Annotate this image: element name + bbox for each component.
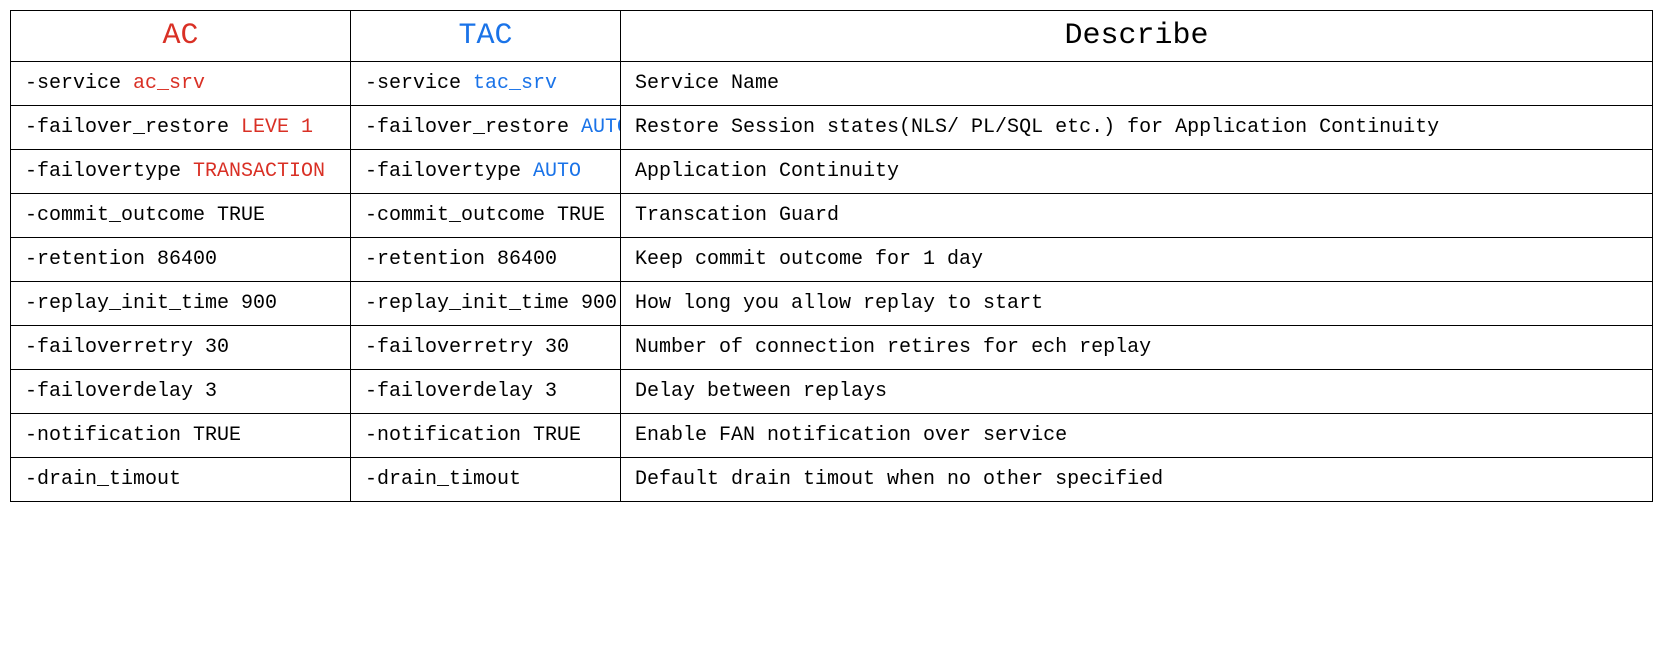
- cell-describe: Application Continuity: [621, 150, 1653, 194]
- header-row: AC TAC Describe: [11, 11, 1653, 62]
- cell-tac: -failover_restore AUTO: [351, 106, 621, 150]
- cell-tac: -failovertype AUTO: [351, 150, 621, 194]
- header-ac: AC: [11, 11, 351, 62]
- table-row: -failoverdelay 3 -failoverdelay 3 Delay be…: [11, 370, 1653, 414]
- param-flag: -drain_timout: [365, 468, 521, 491]
- param-flag: -failoverretry 30: [25, 336, 229, 359]
- cell-ac: -drain_timout: [11, 458, 351, 502]
- param-flag: -notification TRUE: [25, 424, 241, 447]
- cell-ac: -failoverdelay 3: [11, 370, 351, 414]
- param-flag: -replay_init_time 900: [365, 292, 617, 315]
- param-flag: -retention 86400: [365, 248, 557, 271]
- param-flag: -failoverdelay 3: [25, 380, 217, 403]
- cell-ac: -failovertype TRANSACTION: [11, 150, 351, 194]
- param-flag: -failover_restore: [25, 116, 241, 139]
- param-flag: -failovertype: [365, 160, 533, 183]
- table-row: -replay_init_time 900 -replay_init_time 9…: [11, 282, 1653, 326]
- cell-ac: -replay_init_time 900: [11, 282, 351, 326]
- param-flag: -drain_timout: [25, 468, 181, 491]
- table-header: AC TAC Describe: [11, 11, 1653, 62]
- cell-ac: -notification TRUE: [11, 414, 351, 458]
- header-describe: Describe: [621, 11, 1653, 62]
- table-row: -commit_outcome TRUE -commit_outcome TRUE…: [11, 194, 1653, 238]
- cell-describe: Delay between replays: [621, 370, 1653, 414]
- param-value: AUTO: [533, 160, 581, 183]
- param-value: ac_srv: [133, 72, 205, 95]
- param-flag: -failover_restore: [365, 116, 581, 139]
- cell-tac: -notification TRUE: [351, 414, 621, 458]
- table-row: -failovertype TRANSACTION-failovertype A…: [11, 150, 1653, 194]
- cell-describe: Number of connection retires for ech rep…: [621, 326, 1653, 370]
- param-value: LEVE 1: [241, 116, 313, 139]
- param-flag: -retention 86400: [25, 248, 217, 271]
- cell-tac: -failoverretry 30: [351, 326, 621, 370]
- cell-ac: -service ac_srv: [11, 62, 351, 106]
- param-flag: -failoverretry 30: [365, 336, 569, 359]
- param-value: AUTO: [581, 116, 620, 139]
- cell-tac: -drain_timout: [351, 458, 621, 502]
- param-flag: -failoverdelay 3: [365, 380, 557, 403]
- param-flag: -notification TRUE: [365, 424, 581, 447]
- cell-describe: How long you allow replay to start: [621, 282, 1653, 326]
- cell-tac: -commit_outcome TRUE: [351, 194, 621, 238]
- table-row: -service ac_srv-service tac_srvService N…: [11, 62, 1653, 106]
- cell-ac: -failoverretry 30: [11, 326, 351, 370]
- comparison-table: AC TAC Describe -service ac_srv-service …: [10, 10, 1653, 502]
- param-flag: -commit_outcome TRUE: [25, 204, 265, 227]
- cell-describe: Enable FAN notification over service: [621, 414, 1653, 458]
- cell-describe: Service Name: [621, 62, 1653, 106]
- table-row: -failover_restore LEVE 1-failover_restor…: [11, 106, 1653, 150]
- param-flag: -replay_init_time 900: [25, 292, 277, 315]
- table-row: -notification TRUE -notification TRUE Enab…: [11, 414, 1653, 458]
- cell-ac: -commit_outcome TRUE: [11, 194, 351, 238]
- cell-describe: Transcation Guard: [621, 194, 1653, 238]
- param-value: tac_srv: [473, 72, 557, 95]
- cell-tac: -retention 86400: [351, 238, 621, 282]
- table-row: -drain_timout -drain_timout Default drain …: [11, 458, 1653, 502]
- cell-describe: Keep commit outcome for 1 day: [621, 238, 1653, 282]
- header-tac: TAC: [351, 11, 621, 62]
- cell-ac: -failover_restore LEVE 1: [11, 106, 351, 150]
- param-flag: -service: [365, 72, 473, 95]
- table-row: -retention 86400 -retention 86400 Keep com…: [11, 238, 1653, 282]
- cell-describe: Restore Session states(NLS/ PL/SQL etc.)…: [621, 106, 1653, 150]
- param-flag: -commit_outcome TRUE: [365, 204, 605, 227]
- cell-describe: Default drain timout when no other speci…: [621, 458, 1653, 502]
- param-flag: -failovertype: [25, 160, 193, 183]
- cell-tac: -replay_init_time 900: [351, 282, 621, 326]
- cell-tac: -service tac_srv: [351, 62, 621, 106]
- param-value: TRANSACTION: [193, 160, 325, 183]
- cell-ac: -retention 86400: [11, 238, 351, 282]
- param-flag: -service: [25, 72, 133, 95]
- table-row: -failoverretry 30 -failoverretry 30 Number…: [11, 326, 1653, 370]
- table-body: -service ac_srv-service tac_srvService N…: [11, 62, 1653, 502]
- cell-tac: -failoverdelay 3: [351, 370, 621, 414]
